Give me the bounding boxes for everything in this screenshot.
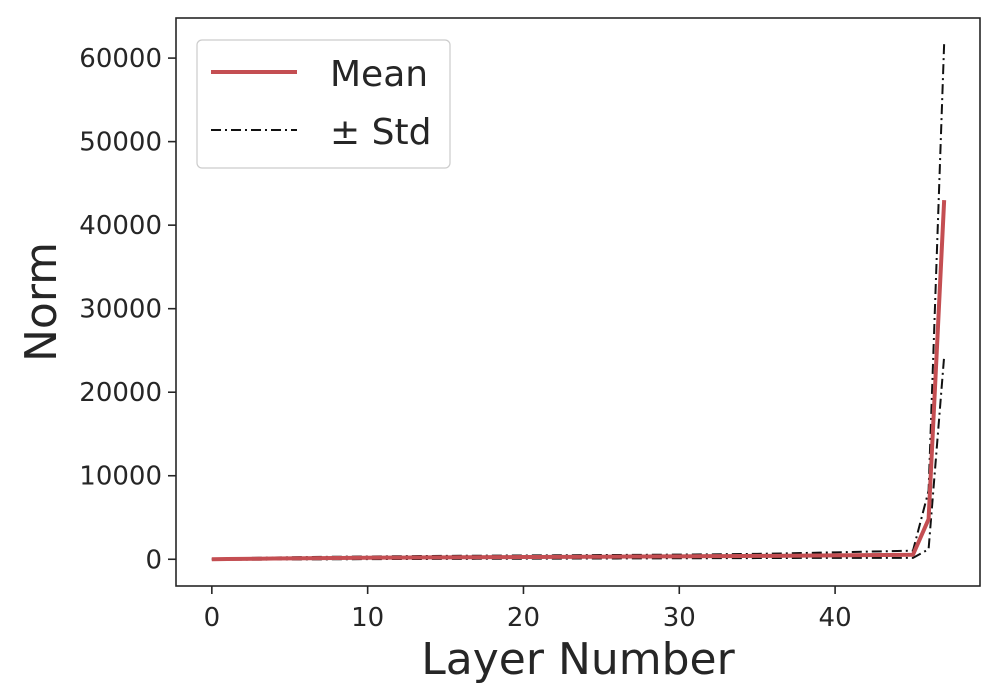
y-tick-label: 0 xyxy=(145,545,162,575)
x-tick-label: 40 xyxy=(819,603,852,633)
y-tick-label: 50000 xyxy=(79,128,162,158)
plot-frame xyxy=(175,17,981,587)
y-tick-label: 40000 xyxy=(79,211,162,241)
series-layer xyxy=(211,43,947,562)
y-axis-ticks: 0 10000 20000 30000 40000 50000 60000 xyxy=(79,44,176,575)
x-tick-label: 10 xyxy=(351,603,384,633)
legend: Mean ± Std xyxy=(196,39,451,169)
legend-label-std: ± Std xyxy=(330,112,431,153)
x-tick-label: 30 xyxy=(663,603,696,633)
series-line-mean xyxy=(211,199,947,562)
y-tick-label: 30000 xyxy=(79,295,162,325)
x-tick-label: 0 xyxy=(204,603,221,633)
y-tick-label: 20000 xyxy=(79,378,162,408)
x-axis-title: Layer Number xyxy=(421,634,735,685)
y-axis-title: Norm xyxy=(16,242,67,362)
x-tick-label: 20 xyxy=(507,603,540,633)
y-tick-label: 10000 xyxy=(79,462,162,492)
y-tick-label: 60000 xyxy=(79,44,162,74)
x-axis-ticks: 0 10 20 30 40 xyxy=(204,586,852,633)
legend-label-mean: Mean xyxy=(330,54,428,95)
